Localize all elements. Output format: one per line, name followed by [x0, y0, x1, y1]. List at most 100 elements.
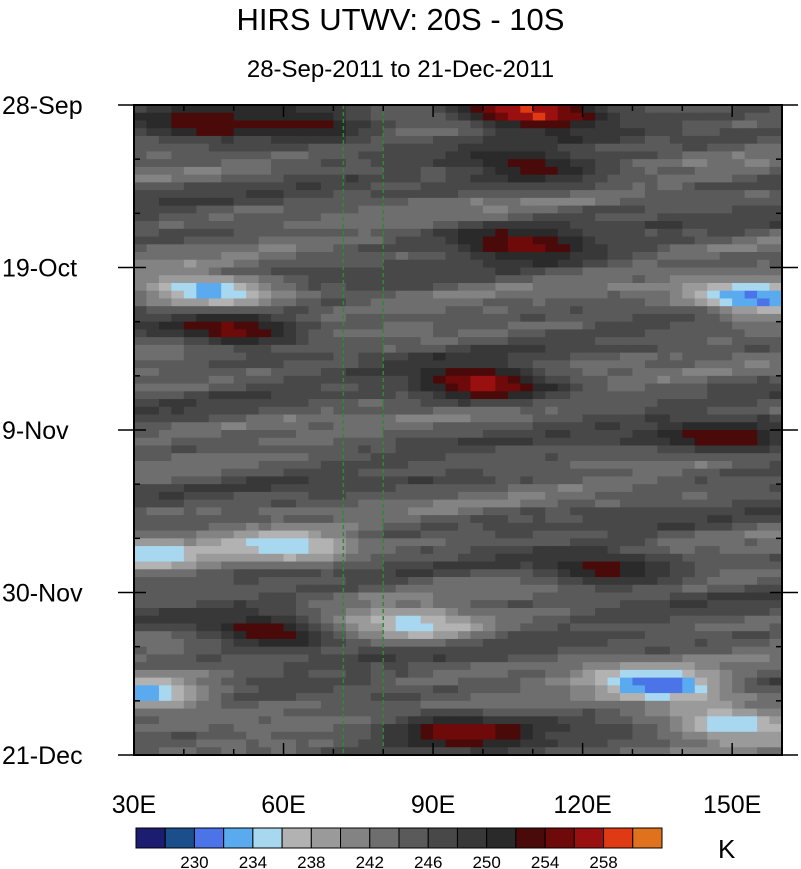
field-cell — [482, 430, 496, 439]
field-cell — [221, 677, 235, 686]
field-cell — [158, 182, 172, 191]
field-cell — [433, 159, 447, 168]
field-cell — [258, 530, 272, 539]
field-cell — [296, 739, 310, 748]
field-cell — [595, 453, 609, 462]
field-cell — [545, 352, 559, 361]
field-cell — [383, 321, 397, 331]
field-cell — [358, 437, 372, 447]
field-cell — [383, 344, 397, 354]
field-cell — [196, 290, 210, 300]
field-cell — [744, 205, 758, 214]
field-cell — [757, 615, 771, 625]
field-cell — [420, 298, 434, 307]
field-cell — [395, 561, 409, 570]
field-cell — [408, 197, 422, 207]
field-cell — [482, 190, 496, 199]
field-cell — [620, 120, 634, 129]
field-cell — [258, 631, 272, 640]
field-cell — [744, 298, 758, 307]
field-cell — [308, 615, 322, 625]
field-cell — [345, 190, 359, 199]
colorbar: 230 234 238 242 246 250 254 258 — [135, 827, 663, 869]
field-cell — [345, 530, 359, 539]
field-cell — [545, 112, 559, 122]
field-cell — [233, 375, 247, 385]
field-cell — [507, 515, 521, 524]
field-cell — [308, 166, 322, 176]
field-cell — [221, 383, 235, 392]
field-cell — [694, 375, 708, 385]
field-cell — [445, 530, 459, 539]
field-cell — [495, 399, 509, 408]
field-cell — [258, 615, 272, 625]
field-cell — [333, 507, 347, 516]
field-cell — [732, 182, 746, 191]
field-cell — [358, 112, 372, 122]
field-cell — [657, 298, 671, 307]
field-cell — [395, 724, 409, 733]
field-cell — [408, 538, 422, 547]
field-cell — [183, 453, 197, 462]
field-cell — [333, 105, 347, 114]
field-cell — [134, 213, 148, 222]
field-cell — [445, 476, 459, 485]
field-cell — [433, 662, 447, 671]
field-cell — [545, 615, 559, 625]
field-cell — [420, 422, 434, 431]
field-cell — [395, 298, 409, 307]
field-cell — [408, 105, 422, 114]
field-cell — [283, 368, 297, 377]
field-cell — [183, 368, 197, 377]
field-cell — [383, 159, 397, 168]
field-cell — [383, 120, 397, 129]
field-cell — [283, 476, 297, 485]
field-cell — [345, 553, 359, 563]
field-cell — [607, 143, 621, 153]
field-cell — [358, 236, 372, 245]
field-cell — [719, 716, 733, 725]
field-cell — [570, 244, 584, 253]
field-cell — [445, 422, 459, 431]
field-cell — [495, 693, 509, 702]
field-cell — [345, 120, 359, 129]
field-cell — [694, 252, 708, 261]
field-cell — [271, 638, 285, 648]
field-cell — [582, 607, 596, 617]
field-cell — [221, 561, 235, 570]
field-cell — [246, 577, 260, 586]
field-cell — [582, 151, 596, 160]
field-cell — [320, 445, 334, 454]
field-cell — [183, 530, 197, 539]
field-cell — [271, 321, 285, 331]
field-cell — [532, 468, 546, 478]
field-cell — [271, 561, 285, 570]
field-cell — [607, 584, 621, 594]
field-cell — [682, 205, 696, 214]
field-cell — [545, 329, 559, 338]
field-cell — [769, 112, 782, 122]
field-cell — [595, 399, 609, 408]
field-cell — [146, 151, 160, 160]
field-cell — [532, 298, 546, 307]
field-cell — [757, 213, 771, 222]
field-cell — [233, 236, 247, 245]
field-cell — [520, 166, 534, 176]
field-cell — [158, 530, 172, 539]
field-cell — [383, 577, 397, 586]
field-cell — [158, 143, 172, 153]
field-cell — [445, 151, 459, 160]
field-cell — [507, 546, 521, 555]
field-cell — [258, 561, 272, 570]
field-cell — [657, 290, 671, 300]
field-cell — [744, 631, 758, 640]
field-cell — [370, 553, 384, 563]
field-cell — [669, 499, 683, 508]
field-cell — [158, 205, 172, 214]
field-cell — [320, 569, 334, 578]
field-cell — [433, 685, 447, 694]
x-tick-label: 30E — [112, 791, 156, 819]
field-cell — [620, 228, 634, 238]
field-cell — [408, 159, 422, 168]
field-cell — [258, 654, 272, 663]
